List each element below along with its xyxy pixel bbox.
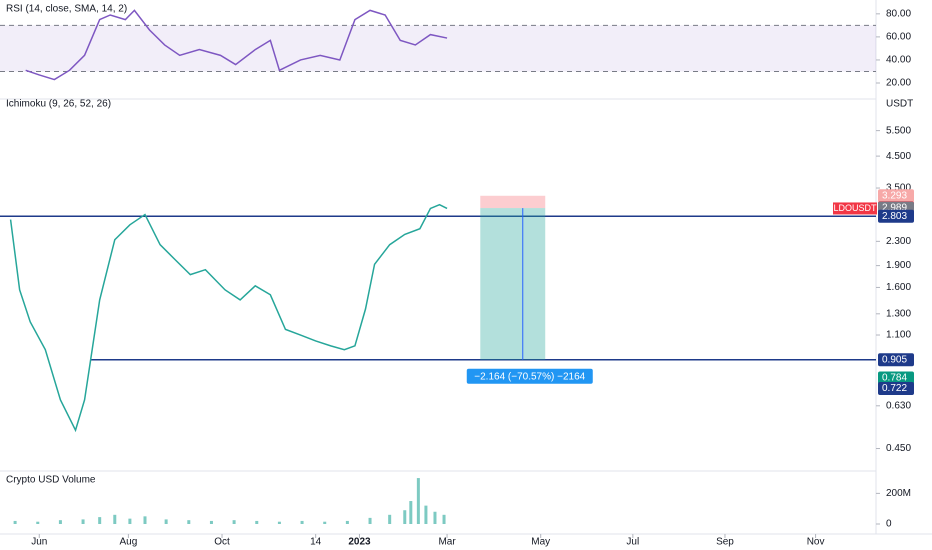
- x-tick-label: 2023: [348, 537, 371, 548]
- volume-bar: [36, 521, 40, 524]
- symbol-tag-box: [833, 202, 877, 215]
- volume-bar: [98, 517, 102, 524]
- target-zone: [480, 208, 546, 360]
- symbol-tag: LDOUSDT: [833, 203, 877, 213]
- volume-bar: [277, 521, 281, 524]
- volume-title: Crypto USD Volume: [6, 475, 96, 486]
- volume-bar: [209, 520, 213, 524]
- x-tick-label: Nov: [807, 537, 825, 548]
- volume-bar: [58, 520, 62, 524]
- volume-bar: [300, 520, 304, 524]
- y-tick-label: 0.450: [886, 443, 911, 454]
- stop-zone: [480, 195, 546, 209]
- volume-bar: [368, 517, 372, 524]
- volume-bar: [323, 521, 327, 524]
- volume-bar: [442, 514, 446, 524]
- volume-bar: [388, 514, 392, 524]
- rsi-title: RSI (14, close, SMA, 14, 2): [6, 4, 127, 15]
- volume-bar: [433, 511, 437, 524]
- y-tick-label: 0.630: [886, 400, 911, 411]
- position-label-box: [466, 368, 593, 384]
- y-tick-label: 3.500: [886, 183, 911, 194]
- price-tag-box: [878, 353, 914, 367]
- ichimoku-title: Ichimoku (9, 26, 52, 26): [6, 99, 111, 110]
- x-tick-label: Jul: [626, 537, 639, 548]
- price-tag: 0.905: [882, 354, 907, 365]
- volume-bar: [409, 501, 413, 524]
- price-tag-box: [878, 381, 914, 395]
- y-tick-label: 60.00: [886, 32, 911, 43]
- unit-label: USDT: [886, 99, 913, 110]
- price-tag: 0.722: [882, 383, 907, 394]
- volume-bar: [255, 520, 259, 524]
- volume-bar: [13, 520, 17, 524]
- volume-bar: [424, 505, 428, 524]
- y-tick-label: 200M: [886, 488, 911, 499]
- rsi-band: [0, 25, 876, 72]
- volume-bar: [232, 520, 236, 524]
- y-tick-label: 20.00: [886, 78, 911, 89]
- y-tick-label: 2.300: [886, 236, 911, 247]
- y-tick-label: 5.500: [886, 125, 911, 136]
- volume-bar: [143, 516, 147, 524]
- series-line: [25, 9, 448, 81]
- price-tag-box: [878, 209, 914, 223]
- y-tick-label: 0: [886, 519, 892, 530]
- price-tag: 3.293: [882, 190, 907, 201]
- series-line: [9, 203, 448, 433]
- volume-bar: [81, 519, 85, 524]
- y-tick-label: 4.500: [886, 151, 911, 162]
- x-tick-label: 14: [310, 537, 322, 548]
- y-tick-label: 1.900: [886, 260, 911, 271]
- price-tag: 0.784: [882, 373, 907, 384]
- volume-bar: [403, 510, 407, 524]
- x-tick-label: Jun: [31, 537, 47, 548]
- volume-bar: [164, 519, 168, 524]
- x-tick-label: Sep: [716, 537, 734, 548]
- y-tick-label: 1.100: [886, 330, 911, 341]
- x-tick-label: Mar: [438, 537, 456, 548]
- price-tag: 2.989: [882, 203, 907, 214]
- volume-bar: [345, 520, 349, 524]
- volume-bar: [416, 478, 420, 524]
- price-tag: 2.803: [882, 211, 907, 222]
- y-tick-label: 1.300: [886, 308, 911, 319]
- y-tick-label: 80.00: [886, 8, 911, 19]
- y-tick-label: 40.00: [886, 55, 911, 66]
- price-tag-box: [878, 371, 914, 385]
- volume-bar: [187, 520, 191, 524]
- position-label: −2.164 (−70.57%) −2164: [474, 371, 585, 382]
- price-tag-box: [878, 189, 914, 203]
- volume-bar: [113, 514, 117, 524]
- y-tick-label: 1.600: [886, 282, 911, 293]
- x-tick-label: May: [531, 537, 550, 548]
- x-tick-label: Aug: [119, 537, 137, 548]
- volume-bar: [128, 518, 132, 524]
- x-tick-label: Oct: [214, 537, 230, 548]
